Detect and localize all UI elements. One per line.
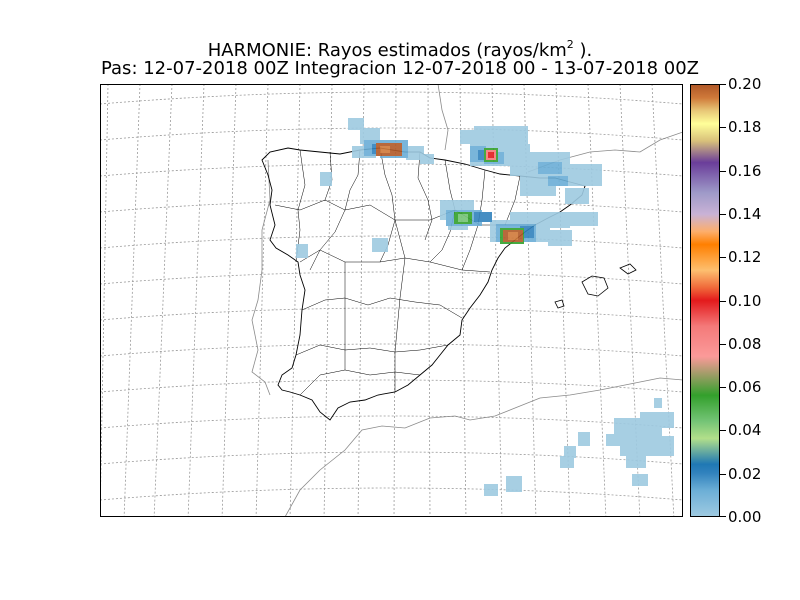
- colorbar-tick-mark: [720, 473, 726, 475]
- colorbar-tick-label: 0.06: [728, 378, 762, 397]
- colorbar-tick-mark: [720, 84, 726, 85]
- colorbar-tick-mark: [720, 300, 726, 302]
- colorbar-tick-label: 0.16: [728, 161, 762, 180]
- title-end: ).: [573, 40, 593, 61]
- colorbar-tick-label: 0.12: [728, 248, 762, 267]
- colorbar-tick-label: 0.14: [728, 204, 762, 223]
- map-title-line1: HARMONIE: Rayos estimados (rayos/km2 ).: [0, 34, 800, 62]
- colorbar-tick-label: 0.20: [728, 75, 762, 93]
- colorbar-tick-mark: [720, 213, 726, 215]
- colorbar-tick-label: 0.10: [728, 291, 762, 310]
- title-main: HARMONIE: Rayos estimados (rayos/km: [207, 40, 567, 61]
- colorbar-tick-label: 0.02: [728, 464, 762, 483]
- map-canvas: [100, 84, 683, 517]
- colorbar-tick-mark: [720, 127, 726, 129]
- colorbar-tick-mark: [720, 430, 726, 432]
- map-title-line2: Pas: 12-07-2018 00Z Integracion 12-07-20…: [100, 58, 699, 79]
- colorbar-tick-label: 0.18: [728, 118, 762, 137]
- title-exponent: 2: [566, 38, 574, 51]
- colorbar-tick-mark: [720, 170, 726, 172]
- colorbar-tick-label: 0.04: [728, 421, 762, 440]
- map-panel: [100, 84, 683, 517]
- colorbar-tick-mark: [720, 257, 726, 259]
- colorbar-tick-mark: [720, 516, 726, 517]
- colorbar: [690, 84, 720, 517]
- colorbar-tick-label: 0.08: [728, 334, 762, 353]
- lightning-field: [296, 118, 674, 496]
- colorbar-tick-label: 0.00: [728, 508, 762, 526]
- colorbar-tick-mark: [720, 343, 726, 345]
- balearic-islands: [554, 263, 637, 309]
- spain-outline: [261, 147, 586, 421]
- colorbar-tick-mark: [720, 387, 726, 389]
